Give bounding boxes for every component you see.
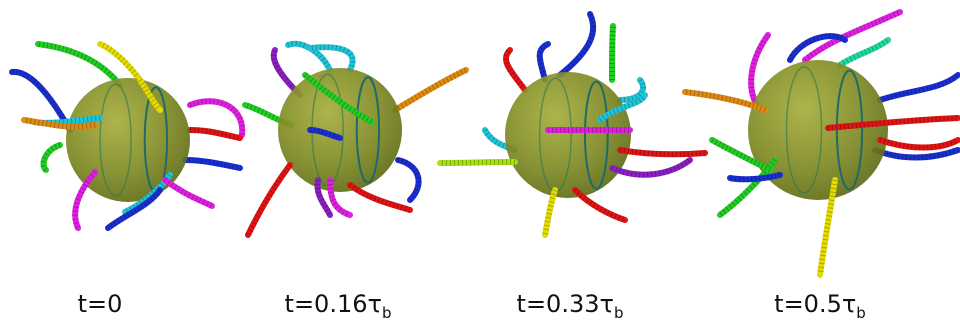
illustration	[12, 12, 958, 275]
filament	[730, 175, 780, 179]
caption-text: t=0.33τ	[517, 290, 614, 318]
caption-subscript: b	[614, 304, 624, 322]
filament	[560, 14, 593, 75]
caption: t=0.5τb	[774, 290, 866, 322]
filament	[545, 190, 555, 235]
caption: t=0.33τb	[517, 290, 624, 322]
caption-text: t=0	[78, 290, 123, 318]
filament	[165, 180, 212, 206]
figure: t=0t=0.16τbt=0.33τbt=0.5τb	[0, 0, 960, 325]
filament	[612, 26, 613, 80]
sphere	[278, 68, 402, 192]
caption-text: t=0.5τ	[774, 290, 856, 318]
caption-text: t=0.16τ	[285, 290, 382, 318]
filament	[440, 162, 515, 163]
caption-subscript: b	[382, 304, 392, 322]
caption: t=0.16τb	[285, 290, 392, 322]
filament-beads	[880, 75, 958, 100]
caption-subscript: b	[856, 304, 866, 322]
caption: t=0	[78, 290, 123, 318]
sphere	[505, 72, 631, 198]
filament	[540, 44, 548, 80]
